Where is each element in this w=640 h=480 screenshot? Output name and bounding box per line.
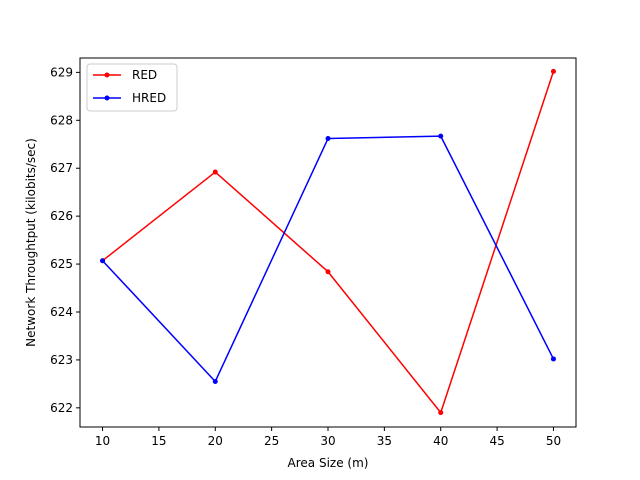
legend: RED HRED — [86, 63, 178, 112]
plot-layer — [100, 68, 556, 416]
y-tick-label: 629 — [50, 65, 73, 79]
y-tick-label: 625 — [50, 257, 73, 271]
x-axis-label: Area Size (m) — [288, 456, 369, 470]
data-point-red — [212, 169, 218, 175]
legend-marker-hred — [104, 95, 110, 101]
x-tick-label: 25 — [264, 434, 279, 448]
x-tick-label: 40 — [433, 434, 448, 448]
y-tick-label: 622 — [50, 401, 73, 415]
x-tick-label: 35 — [377, 434, 392, 448]
legend-label-hred: HRED — [132, 91, 166, 105]
y-tick-label: 623 — [50, 353, 73, 367]
x-tick-label: 45 — [489, 434, 504, 448]
data-point-red — [550, 68, 556, 74]
data-point-hred — [100, 258, 106, 264]
y-tick-label: 627 — [50, 161, 73, 175]
x-tick-label: 20 — [208, 434, 223, 448]
legend-label-red: RED — [132, 68, 157, 82]
data-point-hred — [212, 378, 218, 384]
y-tick-label: 628 — [50, 113, 73, 127]
data-point-red — [325, 269, 331, 275]
y-axis-label: Network Throughtput (kilobits/sec) — [24, 138, 38, 347]
x-tick-label: 30 — [320, 434, 335, 448]
y-tick-label: 626 — [50, 209, 73, 223]
y-tick-label: 624 — [50, 305, 73, 319]
data-point-hred — [325, 136, 331, 142]
data-point-red — [438, 410, 444, 416]
legend-marker-red — [104, 72, 110, 78]
x-tick-label: 50 — [546, 434, 561, 448]
x-tick-label: 10 — [95, 434, 110, 448]
data-point-hred — [438, 133, 444, 139]
tick-layer: 10 15 20 25 30 35 40 45 50 622 623 624 625 626 627 628 6… — [50, 65, 561, 448]
x-tick-label: 15 — [151, 434, 166, 448]
data-point-hred — [550, 356, 556, 362]
